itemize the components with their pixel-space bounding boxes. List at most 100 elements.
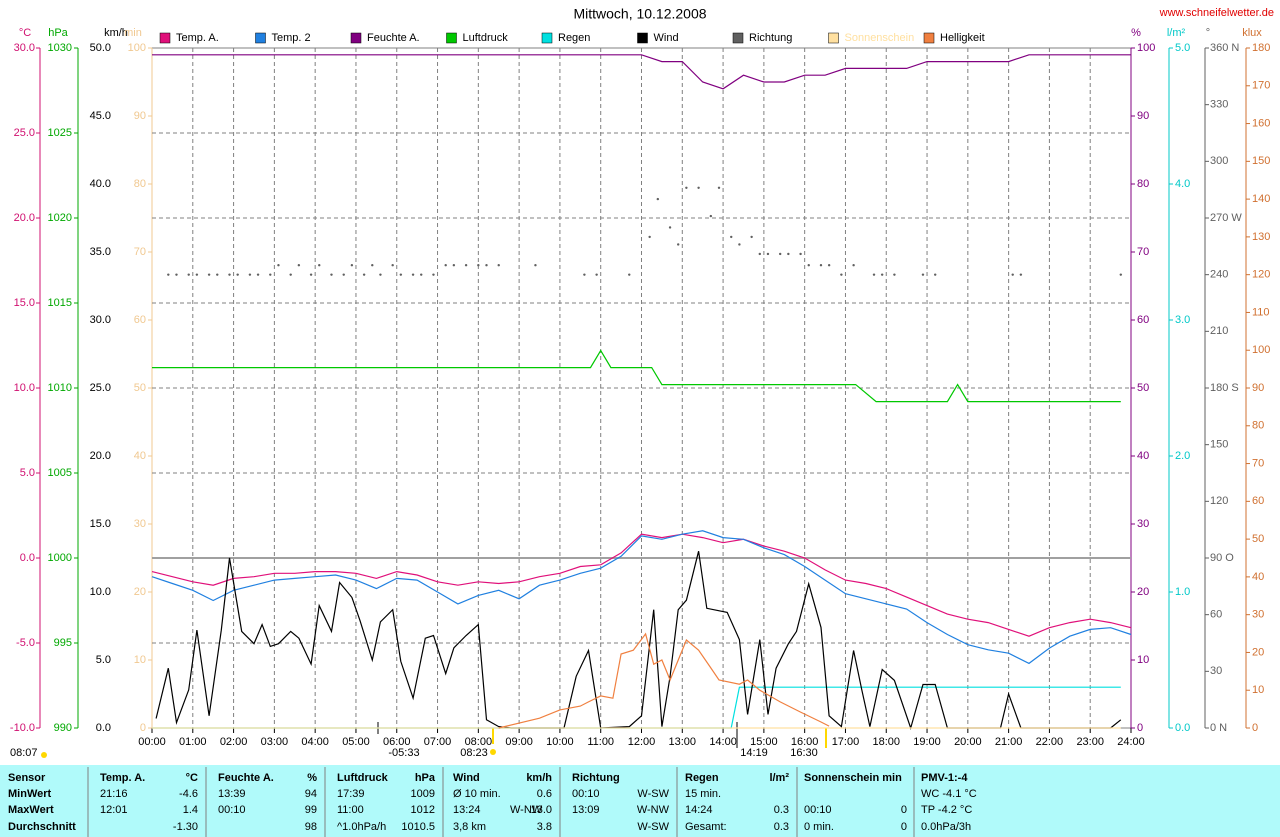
table-cell: 12:01 [100, 804, 128, 816]
direction-dot [1119, 273, 1123, 276]
y-tick-label: 100 [1137, 42, 1155, 54]
y-tick-label: 0.0 [96, 722, 111, 734]
y-tick-label: 1000 [48, 552, 72, 564]
y-tick-label: 30.0 [90, 314, 111, 326]
y-tick-label: 100 [1252, 344, 1270, 356]
y-tick-label: 995 [54, 637, 72, 649]
axis-title: % [1131, 27, 1141, 39]
direction-dot [411, 273, 415, 276]
y-tick-label: 20 [1137, 586, 1149, 598]
x-tick-label: 09:00 [505, 736, 533, 748]
y-tick-label: 3.0 [1175, 314, 1190, 326]
direction-dot [342, 273, 345, 276]
annotation: 14:19 [740, 747, 768, 759]
y-tick-label: 130 [1252, 231, 1270, 243]
y-tick-label: 10.0 [14, 382, 35, 394]
direction-dot [827, 264, 831, 267]
y-tick-label: 110 [1252, 306, 1270, 318]
y-tick-label: 0 N [1210, 722, 1227, 734]
direction-dot [497, 264, 500, 267]
table-cell: W-NW [637, 804, 670, 816]
y-tick-label: 0 [140, 722, 146, 734]
table-cell: 0 [901, 804, 907, 816]
x-tick-label: 21:00 [995, 736, 1023, 748]
axis-title: min [124, 27, 142, 39]
table-cell: W-SW [637, 788, 669, 800]
y-tick-label: 50.0 [90, 42, 111, 54]
table-cell: 98 [305, 821, 317, 833]
table-cell: 99 [305, 804, 317, 816]
direction-dot [297, 264, 301, 267]
series-line [151, 530, 1132, 665]
y-tick-label: 80 [1252, 420, 1264, 432]
x-tick-label: 24:00 [1117, 736, 1145, 748]
direction-dot [766, 252, 770, 256]
direction-dot [464, 264, 468, 267]
direction-dot [656, 197, 660, 201]
direction-dot [318, 264, 321, 267]
table-cell: km/h [526, 772, 552, 784]
y-tick-label: 10.0 [90, 586, 111, 598]
y-tick-label: 90 [134, 110, 146, 122]
axis-title: hPa [48, 27, 68, 39]
table-cell: Ø 10 min. [453, 788, 501, 800]
table-cell: °C [186, 772, 198, 784]
y-tick-label: 1005 [48, 467, 72, 479]
annotation: 08:07 [10, 747, 38, 759]
y-tick-label: 30 [1210, 665, 1222, 677]
y-tick-label: 330 [1210, 99, 1228, 111]
table-cell: WC -4.1 °C [921, 788, 977, 800]
y-tick-label: 2.0 [1175, 450, 1190, 462]
table-separators [87, 767, 915, 837]
y-tick-label: 150 [1210, 439, 1228, 451]
series-line [155, 551, 1122, 731]
y-tick-label: 0 [1137, 722, 1143, 734]
y-tick-label: 210 [1210, 325, 1228, 337]
direction-dot [444, 264, 447, 267]
x-tick-label: 23:00 [1076, 736, 1104, 748]
direction-dot [432, 273, 435, 276]
x-tick-label: 10:00 [546, 736, 574, 748]
table-cell: 3.8 [537, 821, 552, 833]
x-tick-label: 00:00 [138, 736, 166, 748]
direction-dot [371, 264, 374, 267]
table-cell: 13:39 [218, 788, 246, 800]
y-tick-label: 40 [1252, 571, 1264, 583]
direction-dot [350, 264, 354, 267]
y-tick-label: 1020 [48, 212, 72, 224]
direction-dot [872, 273, 876, 276]
table-cell: % [307, 772, 317, 784]
direction-dot [216, 273, 219, 276]
x-tick-label: 17:00 [832, 736, 860, 748]
table-cell: 0 [901, 821, 907, 833]
y-tick-label: 180 [1252, 42, 1270, 54]
y-tick-label: 80 [134, 178, 146, 190]
table-cell: Wind [453, 772, 480, 784]
direction-dot [1019, 273, 1023, 276]
x-tick-label: 22:00 [1036, 736, 1064, 748]
y-tick-label: 120 [1252, 269, 1270, 281]
y-tick-label: -5.0 [16, 637, 35, 649]
direction-dot [452, 264, 456, 267]
legend-swatch [732, 32, 744, 44]
y-tick-label: 20.0 [14, 212, 35, 224]
direction-dot [195, 273, 199, 276]
table-cell: 17:39 [337, 788, 365, 800]
y-tick-label: 40 [1137, 450, 1149, 462]
y-tick-label: 1025 [48, 127, 72, 139]
direction-dot [207, 273, 211, 276]
table-cell: W-NW [510, 804, 543, 816]
y-tick-label: 90 O [1210, 552, 1234, 564]
axis-title: km/h [104, 27, 128, 39]
table-cell: Feuchte A. [218, 772, 274, 784]
direction-dot [477, 264, 480, 267]
y-tick-label: 30 [1137, 518, 1149, 530]
y-tick-label: 120 [1210, 495, 1228, 507]
direction-dot [269, 273, 272, 276]
legend-swatch [541, 32, 553, 44]
direction-dot [717, 186, 721, 189]
y-tick-label: 70 [1252, 457, 1264, 469]
y-tick-label: 100 [128, 42, 146, 54]
table-cell: -1.30 [173, 821, 198, 833]
